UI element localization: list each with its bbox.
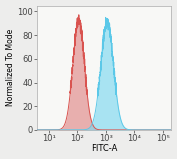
Y-axis label: Normalized To Mode: Normalized To Mode [5,29,15,106]
X-axis label: FITC-A: FITC-A [91,144,118,153]
